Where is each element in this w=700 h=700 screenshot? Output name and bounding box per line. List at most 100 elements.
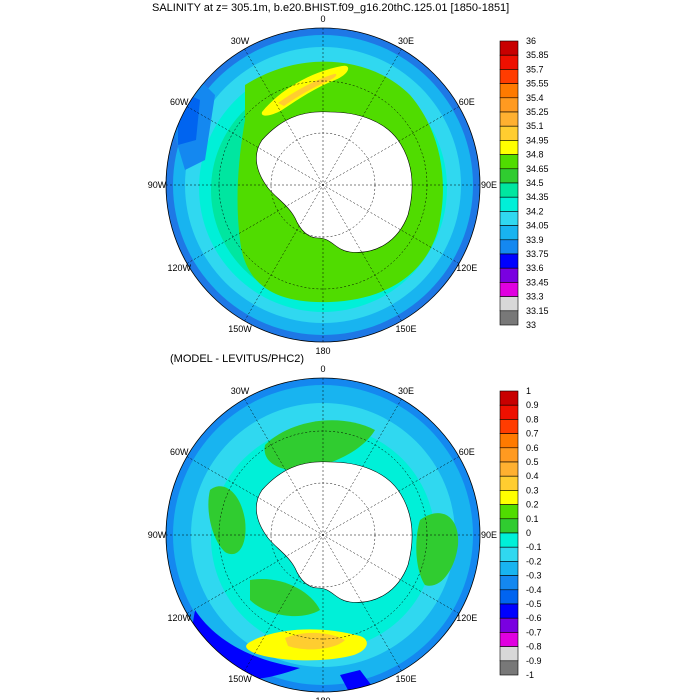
colorbar-label: 35.85 (526, 50, 549, 60)
panel-1-title: SALINITY at z= 305.1m, b.e20.BHIST.f09_g… (152, 2, 510, 14)
longitude-label: 60E (459, 97, 475, 107)
longitude-label: 150E (395, 674, 416, 684)
longitude-label: 120W (167, 263, 191, 273)
colorbar-label: -0.1 (526, 542, 542, 552)
colorbar-label: -0.3 (526, 571, 542, 581)
longitude-label: 180 (315, 696, 330, 700)
longitude-labels-1: 0 30E 60E 90E 120E 150E 180 150W 120W 90W 60W 30W (148, 14, 497, 356)
colorbar-swatch (499, 125, 519, 141)
colorbar-swatch (499, 253, 519, 269)
colorbar-label: 35.4 (526, 93, 544, 103)
longitude-label: 90E (481, 530, 497, 540)
colorbar-swatch (499, 589, 519, 605)
colorbar-label: -0.7 (526, 627, 542, 637)
colorbar-swatch (499, 211, 519, 226)
colorbar-label: 35.1 (526, 121, 544, 131)
colorbar-swatch (499, 390, 519, 406)
salinity-map (165, 27, 481, 343)
salinity-difference-map (165, 377, 481, 693)
colorbar-swatch (499, 404, 519, 420)
colorbar-swatch (499, 660, 519, 676)
colorbar-label: 0 (526, 528, 531, 538)
colorbar-label: 0.2 (526, 500, 539, 510)
longitude-label: 60W (170, 447, 189, 457)
colorbar-label: 33.9 (526, 235, 544, 245)
colorbar-label: 34.8 (526, 150, 544, 160)
colorbar-swatch (499, 475, 519, 491)
longitude-label: 30W (231, 36, 250, 46)
colorbar-label: 33.45 (526, 277, 549, 287)
colorbar-swatch (499, 490, 519, 505)
colorbar-swatch (499, 296, 519, 312)
colorbar-label: -0.2 (526, 556, 542, 566)
colorbar-swatch (499, 504, 519, 520)
colorbar-label: 34.35 (526, 192, 549, 202)
panel-2-title: (MODEL - LEVITUS/PHC2) (170, 353, 305, 365)
longitude-labels-2: 0 30E 60E 90E 120E 150E 180 150W 120W 90W 60W 30W (148, 364, 497, 700)
longitude-label: 120E (456, 613, 477, 623)
colorbar-swatch (499, 310, 519, 326)
colorbar-swatch (499, 97, 519, 113)
colorbar-swatch (499, 518, 519, 534)
longitude-label: 60E (459, 447, 475, 457)
colorbar-label: -0.5 (526, 599, 542, 609)
longitude-label: 30E (398, 36, 414, 46)
colorbar-swatch (499, 419, 519, 434)
colorbar-label: 35.7 (526, 64, 544, 74)
colorbar-label: 35.25 (526, 107, 549, 117)
colorbar-label: 0.9 (526, 400, 539, 410)
colorbar-label: 35.55 (526, 79, 549, 89)
colorbar-label: 33.6 (526, 263, 544, 273)
colorbar-swatch (499, 646, 519, 662)
colorbar-swatch (499, 546, 519, 562)
colorbar-swatch (499, 54, 519, 70)
colorbar-label: 34.2 (526, 206, 544, 216)
colorbar-swatch (499, 617, 519, 633)
colorbar-swatch (499, 575, 519, 591)
colorbar-swatch (499, 40, 519, 56)
longitude-label: 150E (395, 324, 416, 334)
colorbar-swatch (499, 225, 519, 241)
longitude-label: 120E (456, 263, 477, 273)
colorbar-label: 33.75 (526, 249, 549, 259)
longitude-label: 150W (228, 324, 252, 334)
colorbar-label: 0.5 (526, 457, 539, 467)
longitude-label: 90W (148, 530, 167, 540)
colorbar-label: -0.8 (526, 642, 542, 652)
longitude-label: 0 (320, 14, 325, 24)
colorbar-label: 34.05 (526, 221, 549, 231)
colorbar-label: 0.8 (526, 414, 539, 424)
colorbar-swatch (499, 267, 519, 283)
longitude-label: 90E (481, 180, 497, 190)
longitude-label: 90W (148, 180, 167, 190)
longitude-label: 0 (320, 364, 325, 374)
colorbar-swatch (499, 603, 519, 619)
longitude-label: 180 (315, 346, 330, 356)
colorbar-label: 0.1 (526, 514, 539, 524)
colorbar-swatch (499, 168, 519, 184)
colorbar-swatch (499, 461, 519, 477)
colorbar-label: 1 (526, 386, 531, 396)
colorbar-label: 0.4 (526, 471, 539, 481)
colorbar-swatch (499, 196, 519, 212)
colorbar-swatch (499, 239, 519, 255)
colorbar-swatch (499, 83, 519, 99)
colorbar-label: 34.65 (526, 164, 549, 174)
colorbar-label: 33 (526, 320, 536, 330)
longitude-label: 150W (228, 674, 252, 684)
colorbar-swatch (499, 632, 519, 647)
colorbar-label: -0.9 (526, 656, 542, 666)
colorbar-swatch (499, 433, 519, 449)
colorbar-label: 0.7 (526, 429, 539, 439)
colorbar-label: -0.6 (526, 613, 542, 623)
colorbar-label: 33.3 (526, 292, 544, 302)
longitude-label: 120W (167, 613, 191, 623)
colorbar-swatch (499, 140, 519, 155)
colorbar-salinity: 36 35.85 35.7 35.55 35.4 35.25 35.1 34.95 34.8 34… (499, 36, 549, 330)
longitude-label: 60W (170, 97, 189, 107)
colorbar-label: 34.95 (526, 135, 549, 145)
colorbar-label: -1 (526, 670, 534, 680)
colorbar-label: 34.5 (526, 178, 544, 188)
colorbar-label: 36 (526, 36, 536, 46)
